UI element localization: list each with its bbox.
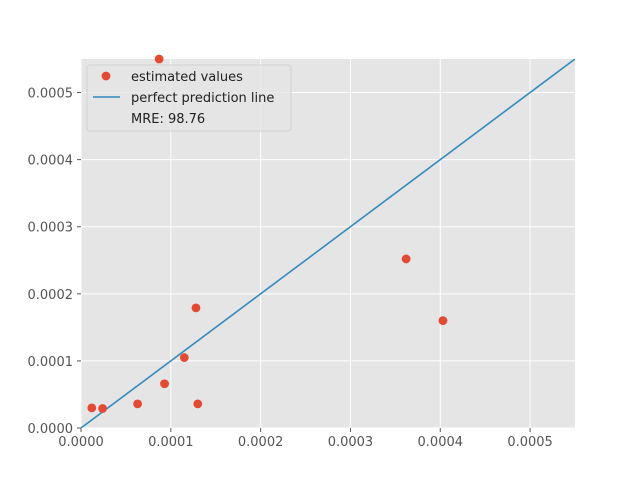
y-tick-label: 0.0000 bbox=[28, 422, 74, 437]
legend-marker-estimated-values bbox=[101, 71, 111, 81]
perfect-prediction-line-path bbox=[81, 59, 575, 428]
perfect-prediction-line bbox=[81, 59, 575, 428]
x-tick-label: 0.0000 bbox=[58, 435, 104, 450]
y-tick-label: 0.0004 bbox=[28, 154, 74, 169]
estimated-value-point bbox=[160, 379, 169, 389]
estimated-value-point bbox=[438, 316, 448, 326]
estimated-value-point bbox=[401, 254, 411, 264]
estimated-value-point bbox=[87, 403, 97, 413]
estimated-value-point bbox=[133, 399, 142, 409]
legend-label: estimated values bbox=[131, 70, 243, 85]
legend-box bbox=[86, 64, 292, 132]
estimated-value-point bbox=[193, 399, 203, 409]
y-tick-label: 0.0005 bbox=[28, 87, 74, 102]
legend-label: MRE: 98.76 bbox=[131, 112, 205, 127]
y-tick-label: 0.0002 bbox=[28, 288, 74, 303]
estimated-values-points bbox=[87, 54, 448, 413]
legend-label: perfect prediction line bbox=[131, 91, 274, 106]
estimated-value-point bbox=[98, 404, 107, 413]
x-tick-label: 0.0003 bbox=[328, 435, 374, 450]
y-tick-label: 0.0001 bbox=[28, 355, 74, 370]
x-tick-label: 0.0001 bbox=[148, 435, 194, 450]
x-tick-label: 0.0005 bbox=[507, 435, 553, 450]
y-tick-label: 0.0003 bbox=[28, 221, 74, 236]
axis-ticks: 0.0000 0.0001 0.0002 0.0003 0.0004 0.0005 0.00… bbox=[28, 87, 553, 450]
legend: estimated values perfect prediction line M… bbox=[86, 64, 292, 132]
x-tick-label: 0.0004 bbox=[418, 435, 464, 450]
estimated-value-point bbox=[179, 353, 189, 362]
estimated-value-point bbox=[154, 54, 164, 64]
estimated-value-point bbox=[191, 303, 201, 313]
x-tick-label: 0.0002 bbox=[238, 435, 284, 450]
